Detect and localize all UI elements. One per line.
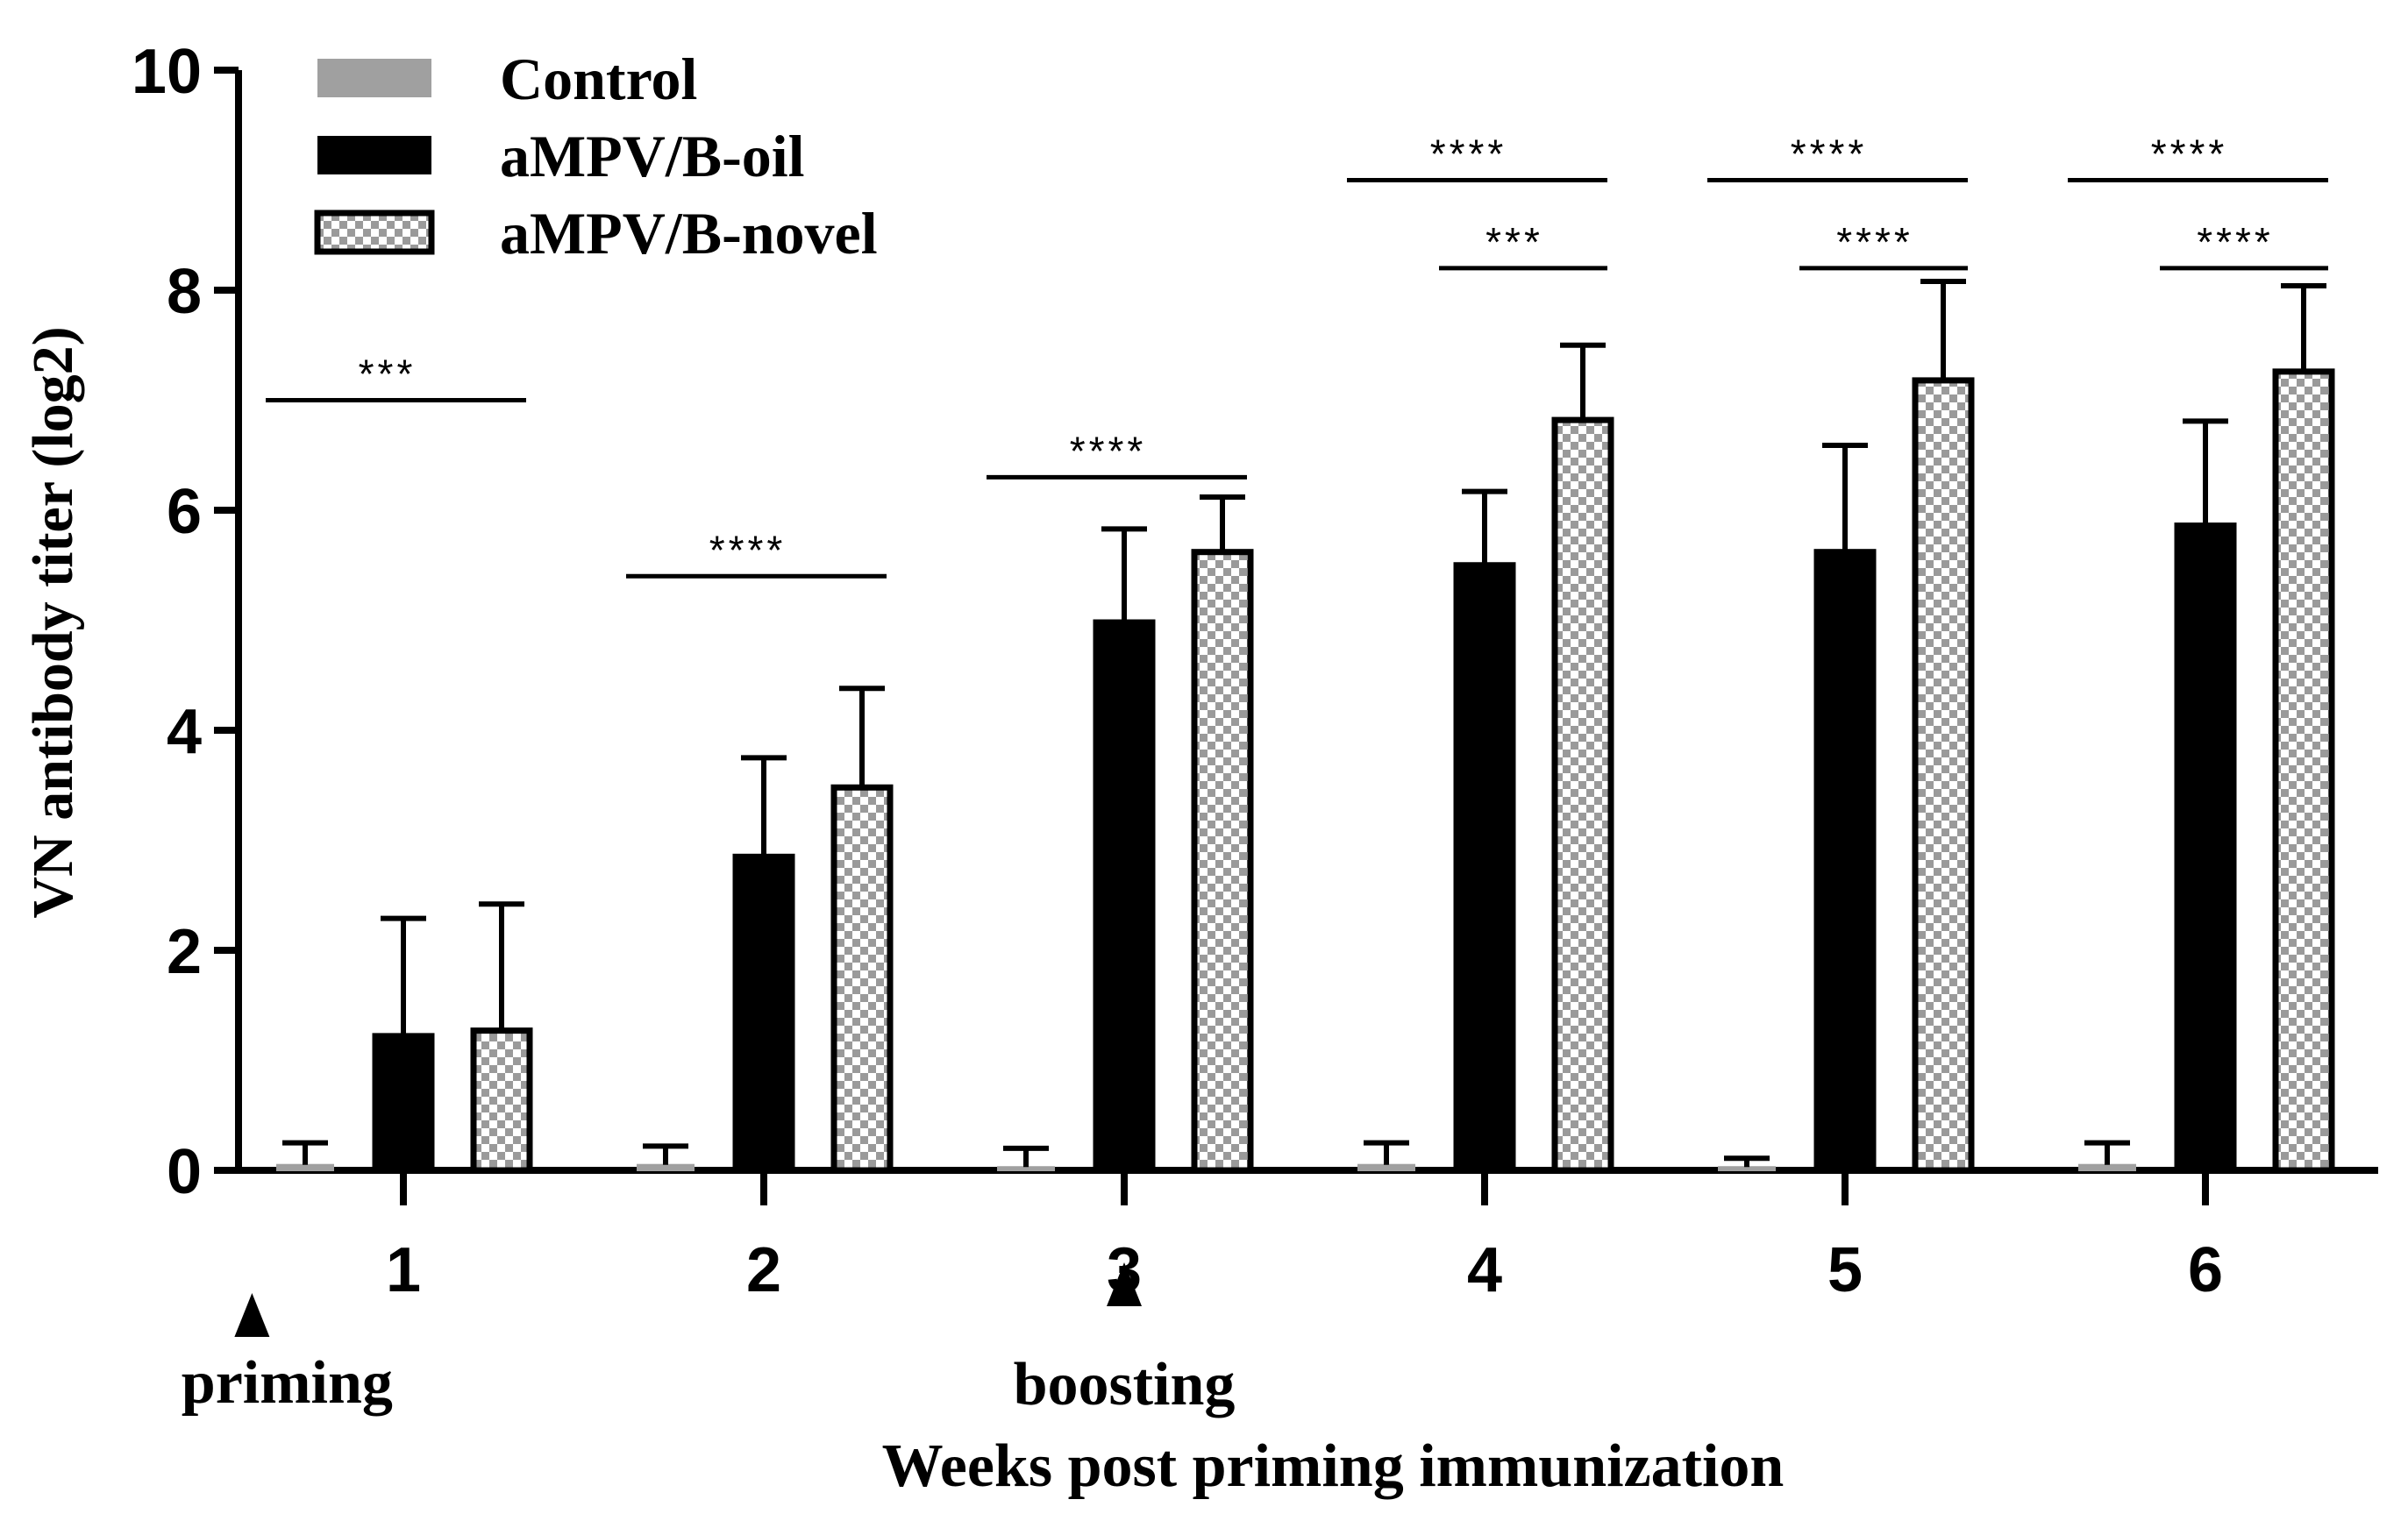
x-tick-label: 1 [386, 1235, 421, 1305]
legend-label: aMPV/B-oil [500, 123, 805, 189]
y-axis-label: VN antibody titer (log2) [21, 326, 85, 918]
legend-swatch-ampv-b-novel [314, 210, 435, 255]
annotation-label: priming [182, 1349, 393, 1417]
annotation-label: boosting [1014, 1351, 1236, 1418]
legend-label: Control [500, 46, 697, 112]
bar-ampv-b-oil [1453, 562, 1516, 1174]
y-tick-label: 0 [167, 1137, 202, 1207]
significance-label: **** [1791, 131, 1868, 177]
bar-ampv-b-novel [830, 784, 894, 1174]
error-bars [282, 278, 2326, 1168]
legend-swatch-ampv-b-oil [317, 136, 431, 174]
bar-ampv-b-oil [732, 853, 795, 1174]
annotations: priming boosting [182, 1262, 1236, 1418]
significance-label: **** [1836, 219, 1913, 265]
y-tick-label: 4 [167, 697, 202, 767]
x-axis-ticks: 123456 [386, 1170, 2223, 1305]
x-tick-label: 2 [746, 1235, 781, 1305]
bar-control [637, 1163, 695, 1171]
x-tick-label: 5 [1827, 1235, 1863, 1305]
y-tick-label: 10 [132, 37, 202, 107]
y-axis-ticks: 0 2 4 6 8 10 [132, 37, 239, 1207]
bar-ampv-b-oil [1093, 619, 1156, 1174]
bar-ampv-b-novel [1912, 377, 1975, 1174]
bars [276, 368, 2335, 1174]
bar-ampv-b-novel [1551, 416, 1614, 1174]
y-tick-label: 8 [167, 257, 202, 327]
bar-ampv-b-oil [2174, 522, 2237, 1174]
significance-label: **** [2197, 219, 2274, 265]
bar-control [276, 1163, 334, 1171]
bar-ampv-b-oil [372, 1033, 435, 1174]
bar-control [1357, 1163, 1415, 1171]
bar-ampv-b-novel [1191, 549, 1254, 1174]
legend: Control aMPV/B-oil aMPV/B-novel [314, 46, 878, 267]
y-tick-label: 6 [167, 477, 202, 547]
y-tick-label: 2 [167, 917, 202, 987]
bar-ampv-b-novel [470, 1027, 533, 1174]
x-tick-label: 4 [1467, 1235, 1502, 1305]
significance-label: **** [1070, 428, 1147, 473]
bar-ampv-b-novel [2272, 368, 2335, 1174]
significance-label: **** [1430, 131, 1507, 177]
significance-label: *** [1485, 219, 1543, 265]
arrow-up-icon [234, 1293, 270, 1337]
bar-control [1718, 1166, 1776, 1171]
axes [235, 70, 2378, 1174]
arrow-up-icon [1107, 1262, 1142, 1306]
bar-ampv-b-oil [1813, 549, 1877, 1174]
legend-label: aMPV/B-novel [500, 200, 878, 267]
bar-control [997, 1166, 1055, 1171]
x-axis-label: Weeks post priming immunization [882, 1432, 1785, 1500]
significance-label: **** [2151, 131, 2228, 177]
significance-label: **** [709, 527, 787, 572]
significance-brackets: ********************************** [266, 131, 2328, 579]
significance-label: *** [359, 352, 417, 397]
bar-control [2078, 1163, 2136, 1171]
legend-swatch-control [317, 59, 431, 97]
x-tick-label: 6 [2188, 1235, 2223, 1305]
